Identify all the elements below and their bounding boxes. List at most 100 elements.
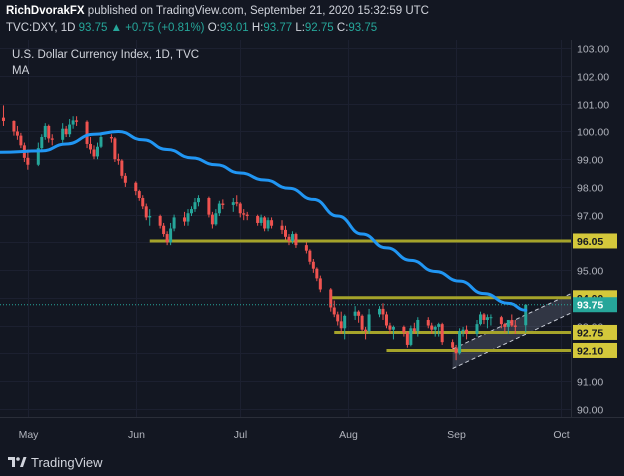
author-name[interactable]: RichDvorakFX (6, 5, 85, 17)
candle-body (116, 159, 120, 161)
publish-line: RichDvorakFX published on TradingView.co… (6, 5, 429, 17)
candle-body (381, 308, 385, 315)
chart-svg[interactable]: 103.00 102.00 101.00 100.00 99.00 98.00 97.00 9… (0, 40, 624, 450)
chart-header: RichDvorakFX published on TradingView.co… (0, 0, 624, 40)
candle-body (440, 324, 444, 343)
price-axis[interactable]: 103.00 102.00 101.00 100.00 99.00 98.00 97.00 9… (577, 44, 609, 417)
candle-body (259, 217, 263, 223)
candle-body (311, 261, 315, 269)
footer: TradingView (0, 450, 624, 476)
candle-body (217, 203, 221, 214)
candle-body (137, 191, 141, 199)
candle-body (245, 214, 249, 217)
candle-body (68, 124, 72, 135)
tradingview-brand[interactable]: TradingView (31, 455, 103, 470)
candle-up (189, 206, 193, 217)
candle-up (61, 123, 65, 143)
candle-body (461, 329, 465, 332)
level-label-bg (573, 233, 617, 249)
candle-body (120, 160, 124, 176)
open-value: 93.01 (219, 22, 249, 34)
candle-body (304, 245, 308, 251)
candle-body (294, 234, 298, 246)
candle-down (315, 267, 319, 282)
candle-up (36, 142, 40, 167)
y-tick-label: 91.00 (577, 377, 603, 389)
low-value: 92.75 (304, 22, 334, 34)
candle-down (329, 288, 333, 312)
x-tick-label: Oct (553, 429, 569, 441)
time-axis[interactable]: May Jun Jul Aug Sep Oct (19, 429, 570, 441)
candle-body (315, 268, 319, 279)
candle-up (169, 222, 173, 246)
candle-down (284, 225, 287, 240)
x-tick-label: Aug (339, 429, 358, 441)
candle-down (384, 311, 388, 329)
candle-body (478, 314, 482, 325)
y-tick-label: 97.00 (577, 211, 603, 223)
candle-body (308, 250, 312, 262)
candle-up (68, 119, 72, 138)
candle-down (360, 314, 364, 332)
candle-body (144, 206, 148, 218)
candle-body (388, 325, 392, 330)
candle-body (465, 329, 469, 334)
y-tick-label: 98.00 (577, 183, 603, 195)
candle-down (19, 132, 23, 149)
price-chart[interactable]: 103.00 102.00 101.00 100.00 99.00 98.00 97.00 9… (0, 40, 624, 450)
high-label: H: (251, 22, 264, 34)
candle-body (482, 314, 486, 320)
candle-down (482, 313, 486, 325)
candle-down (287, 234, 291, 246)
candle-body (412, 328, 416, 332)
candle-body (280, 225, 284, 230)
candle-body (71, 120, 75, 125)
candle-down (64, 125, 68, 138)
candle-up (506, 319, 510, 334)
candle-down (336, 311, 340, 326)
candle-down (47, 124, 51, 143)
candle-down (499, 315, 503, 329)
candle-body (50, 138, 54, 140)
candle-body (92, 149, 96, 157)
candle-up (433, 325, 437, 337)
candle-body (384, 314, 388, 326)
candle-up (40, 134, 44, 151)
candle-body (524, 304, 528, 326)
candle-down (405, 331, 409, 348)
x-tick-label: May (19, 429, 40, 441)
x-tick-label: Jun (128, 429, 145, 441)
candle-down (162, 222, 166, 237)
candle-down (304, 242, 308, 254)
candle-up (458, 328, 462, 355)
candle-down (50, 134, 54, 146)
candle-up (485, 314, 489, 329)
candle-body (214, 213, 218, 225)
candle-body (231, 202, 235, 205)
candle-body (378, 308, 382, 315)
candle-body (510, 319, 514, 326)
candle-up (43, 123, 47, 140)
candle-body (364, 329, 368, 332)
candle-body (409, 328, 413, 345)
candle-body (284, 229, 287, 237)
y-tick-label: 101.00 (577, 100, 609, 112)
candle-up (290, 231, 294, 244)
y-tick-label: 99.00 (577, 155, 603, 167)
current-price-bg (573, 297, 617, 313)
candle-body (193, 202, 197, 210)
candle-body (426, 319, 430, 326)
close-label: C: (336, 22, 349, 34)
candle-body (113, 138, 117, 160)
candle-body (95, 146, 99, 157)
y-tick-label: 100.00 (577, 127, 609, 139)
candle-up (259, 214, 263, 226)
candle-up (367, 308, 371, 334)
candle-up (489, 314, 493, 326)
y-tick-label: 102.00 (577, 72, 609, 84)
tradingview-logo-icon[interactable] (7, 455, 27, 469)
candle-body (162, 225, 166, 235)
y-tick-label: 90.00 (577, 405, 603, 417)
level-price-label: 96.05 (573, 233, 617, 249)
candle-body (489, 317, 493, 319)
